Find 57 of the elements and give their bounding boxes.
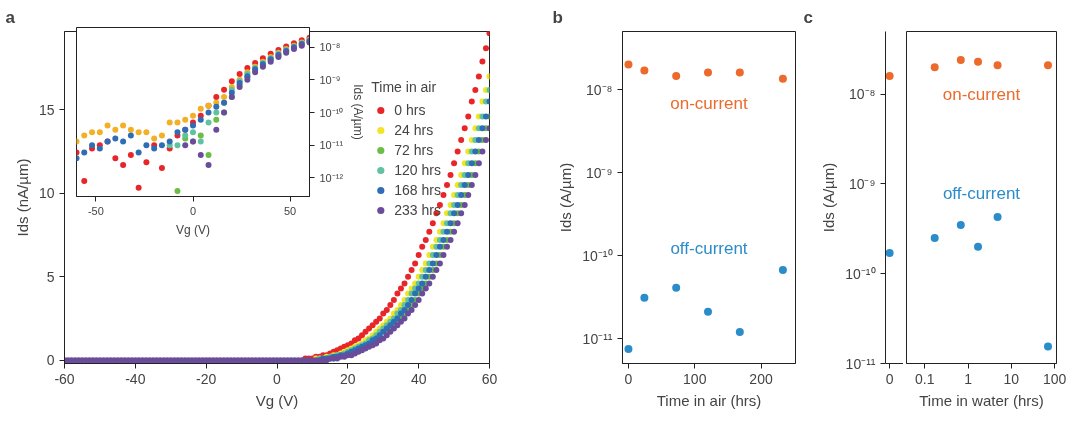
x-tick-label: 60 — [481, 370, 498, 387]
y-tick-label: 10⁻¹⁰ — [582, 247, 613, 264]
x-tick-label: 1 — [964, 370, 973, 387]
y-tick-label: 10⁻¹⁰ — [845, 265, 876, 282]
x-tick-label: -20 — [196, 370, 217, 387]
chart-title: b — [552, 7, 563, 27]
y-tick-label: 10⁻⁹ — [848, 175, 876, 192]
x-tick-label: 20 — [340, 370, 356, 387]
y-axis-title: Ids (nA/µm) — [13, 158, 31, 237]
y-tick-label: 10⁻¹¹ — [845, 355, 876, 372]
legend-label: 120 hrs — [394, 162, 441, 178]
legend-label: 0 hrs — [394, 102, 426, 118]
x-tick-label: 0 — [624, 370, 633, 387]
y-tick-label: 10⁻⁸ — [586, 81, 613, 98]
y-tick-label: 10⁻⁸ — [849, 86, 876, 103]
x-tick-label: 50 — [283, 204, 297, 217]
x-tick-label: 200 — [749, 370, 773, 387]
y-tick-label: 10⁻⁹ — [585, 164, 613, 181]
x-tick-label: 100 — [683, 370, 707, 387]
x-axis-title: Time in air (hrs) — [656, 391, 762, 409]
x-tick-label: 0 — [885, 370, 894, 387]
y-tick-label: 10⁻¹² — [319, 171, 344, 184]
y-axis-title: Ids (A/µm) — [351, 84, 366, 140]
legend-label: 168 hrs — [394, 182, 441, 198]
x-tick-label: 0 — [189, 204, 197, 217]
legend-label: 233 hrs — [394, 202, 441, 218]
x-tick-label: 0.1 — [914, 370, 935, 387]
series-label: off-current — [942, 184, 1021, 204]
x-axis-title: Vg (V) — [255, 391, 299, 409]
x-tick-label: 0 — [273, 370, 282, 387]
series-label: on-current — [942, 84, 1021, 104]
y-tick-label: 10⁻¹⁰ — [319, 106, 344, 119]
y-axis-title: Ids (A/µm) — [820, 162, 838, 233]
x-tick-label: -60 — [54, 370, 75, 387]
series-label: on-current — [670, 94, 749, 114]
chart-title: c — [803, 7, 813, 27]
y-tick-label: 15 — [38, 101, 55, 118]
y-tick-label: 10⁻¹¹ — [319, 139, 344, 152]
y-tick-label: 10⁻¹¹ — [582, 330, 613, 347]
chart-title: a — [5, 7, 16, 27]
x-tick-label: -50 — [87, 204, 104, 217]
y-axis-title: Ids (A/µm) — [557, 162, 575, 233]
x-tick-label: 100 — [1043, 370, 1067, 387]
x-tick-label: -40 — [125, 370, 146, 387]
x-axis-title: Vg (V) — [176, 222, 211, 237]
x-axis-title: Time in water (hrs) — [919, 391, 1044, 409]
legend-label: 24 hrs — [394, 122, 434, 138]
y-tick-label: 0 — [46, 352, 55, 369]
y-tick-label: 10⁻⁹ — [319, 73, 341, 86]
y-tick-label: 10⁻⁸ — [319, 41, 341, 54]
legend-title: Time in air — [371, 79, 438, 95]
y-tick-label: 10 — [38, 185, 55, 202]
legend-label: 72 hrs — [394, 142, 434, 158]
x-tick-label: 10 — [1003, 370, 1020, 387]
series-label: off-current — [670, 239, 748, 259]
x-tick-label: 40 — [410, 370, 427, 387]
y-tick-label: 5 — [46, 268, 55, 285]
